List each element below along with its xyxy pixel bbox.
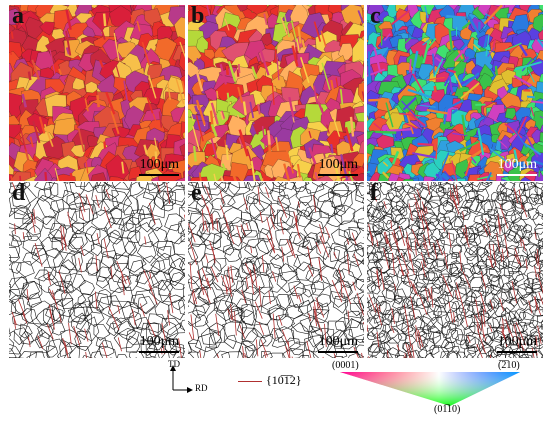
ebsd-map-c: [367, 5, 543, 181]
ipf-label-0001: (0001): [332, 360, 359, 371]
scale-bar-b: 100μm: [319, 157, 358, 173]
ipf-label-12bar10: (̅2̅10): [498, 360, 520, 371]
scale-text-f: 100μm: [498, 334, 537, 349]
scale-text-e: 100μm: [319, 334, 358, 349]
scale-bar-f: 100μm: [498, 334, 537, 350]
ebsd-map-b: [188, 5, 364, 181]
scale-bar-a: 100μm: [140, 157, 179, 173]
scale-bar-e: 100μm: [319, 334, 358, 350]
rd-label: RD: [195, 383, 208, 393]
ipf-color-key: (0001) (̅2̅10) (01̅10): [330, 360, 530, 416]
scale-text-c: 100μm: [498, 157, 537, 172]
panel-c: c 100μm: [367, 5, 543, 181]
boundary-map-e: [188, 182, 364, 358]
twin-boundary-legend-label: {10̅1̅2}: [266, 373, 302, 388]
td-label: TD: [168, 359, 180, 369]
boundary-map-f: [367, 182, 543, 358]
panel-label-a: a: [12, 5, 24, 30]
scale-text-d: 100μm: [140, 334, 179, 349]
panel-label-d: d: [12, 182, 25, 207]
ipf-label-01bar10: (01̅10): [434, 404, 460, 415]
panel-f: f 100μm: [367, 182, 543, 358]
scale-bar-d: 100μm: [140, 334, 179, 350]
panel-b: b 100μm: [188, 5, 364, 181]
boundary-map-d: [9, 182, 185, 358]
panel-a: a 100μm: [9, 5, 185, 181]
panel-label-c: c: [370, 5, 381, 30]
panel-label-e: e: [191, 182, 202, 207]
scale-text-a: 100μm: [140, 157, 179, 172]
ebsd-map-a: [9, 5, 185, 181]
panel-label-f: f: [370, 182, 378, 207]
axes-indicator: TD RD: [161, 363, 211, 399]
twin-boundary-legend-line: [238, 381, 262, 382]
panel-d: d 100μm: [9, 182, 185, 358]
scale-bar-c: 100μm: [498, 157, 537, 173]
scale-text-b: 100μm: [319, 157, 358, 172]
panel-label-b: b: [191, 5, 204, 30]
panel-e: e 100μm: [188, 182, 364, 358]
